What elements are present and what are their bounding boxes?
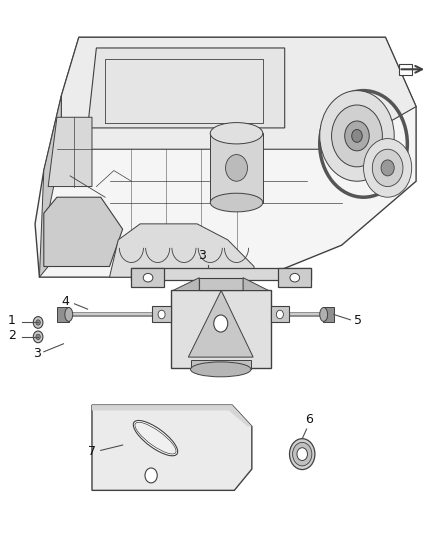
Ellipse shape — [381, 160, 394, 176]
Ellipse shape — [226, 155, 247, 181]
Polygon shape — [243, 278, 268, 290]
Ellipse shape — [36, 320, 40, 325]
Ellipse shape — [297, 448, 307, 461]
Ellipse shape — [145, 468, 157, 483]
Polygon shape — [92, 405, 252, 426]
Polygon shape — [199, 278, 243, 290]
Text: 5: 5 — [354, 314, 362, 327]
Ellipse shape — [320, 91, 394, 181]
Polygon shape — [152, 306, 171, 322]
Text: 4: 4 — [61, 295, 69, 308]
Text: 3: 3 — [33, 347, 41, 360]
Ellipse shape — [158, 310, 165, 319]
Text: 3: 3 — [198, 249, 206, 262]
Text: 2: 2 — [8, 329, 16, 342]
Polygon shape — [39, 96, 61, 277]
Ellipse shape — [191, 362, 251, 377]
Ellipse shape — [33, 331, 43, 343]
Polygon shape — [210, 133, 263, 203]
Ellipse shape — [214, 315, 228, 332]
Text: 1: 1 — [8, 314, 16, 327]
Polygon shape — [131, 268, 164, 287]
Polygon shape — [188, 290, 253, 357]
Ellipse shape — [143, 273, 153, 282]
Ellipse shape — [372, 149, 403, 187]
Polygon shape — [399, 64, 412, 75]
Ellipse shape — [290, 273, 300, 282]
Ellipse shape — [332, 105, 382, 167]
Text: 6: 6 — [305, 414, 313, 426]
Ellipse shape — [352, 130, 362, 142]
Ellipse shape — [210, 123, 263, 144]
Polygon shape — [92, 405, 252, 490]
Ellipse shape — [290, 439, 315, 470]
Polygon shape — [110, 224, 254, 277]
Polygon shape — [44, 197, 123, 266]
Text: 7: 7 — [88, 446, 96, 458]
Polygon shape — [61, 37, 416, 149]
Polygon shape — [35, 37, 416, 277]
Ellipse shape — [65, 308, 73, 321]
Ellipse shape — [36, 334, 40, 340]
Polygon shape — [48, 117, 92, 187]
Polygon shape — [271, 306, 289, 322]
Ellipse shape — [210, 193, 263, 212]
Ellipse shape — [364, 139, 412, 197]
Ellipse shape — [320, 308, 328, 321]
Polygon shape — [278, 268, 311, 287]
Polygon shape — [191, 360, 251, 369]
Polygon shape — [323, 307, 334, 322]
Polygon shape — [171, 290, 271, 368]
Ellipse shape — [135, 422, 176, 454]
Ellipse shape — [33, 317, 43, 328]
Polygon shape — [88, 48, 285, 128]
Ellipse shape — [345, 121, 369, 151]
Ellipse shape — [133, 421, 178, 456]
Ellipse shape — [293, 442, 312, 466]
Polygon shape — [131, 268, 311, 280]
Ellipse shape — [276, 310, 283, 319]
Polygon shape — [57, 307, 69, 322]
Polygon shape — [173, 278, 199, 290]
